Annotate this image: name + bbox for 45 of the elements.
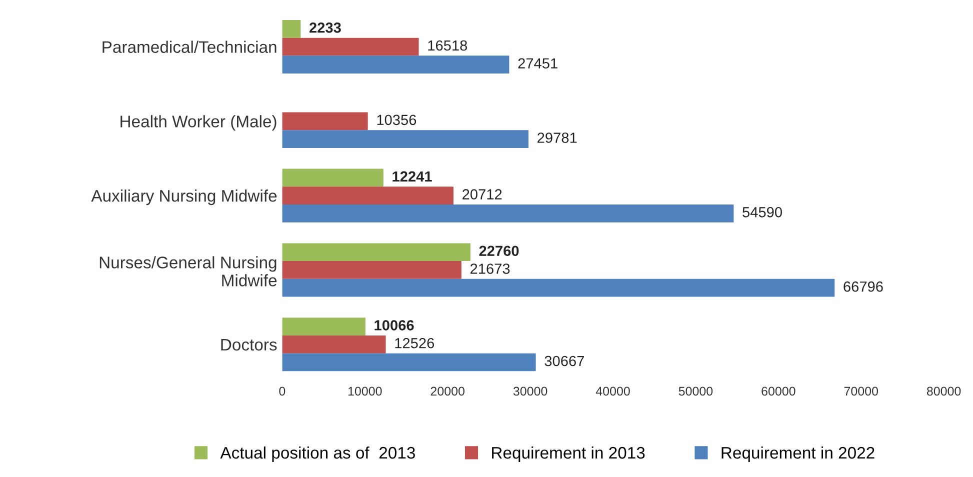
y-tick-label: Auxiliary Nursing Midwife: [91, 190, 277, 206]
legend-label: Requirement in 2022: [722, 446, 874, 462]
bar: [282, 112, 368, 130]
bar: [282, 186, 454, 204]
data-label: 10356: [377, 114, 416, 126]
bar: [282, 168, 384, 187]
y-tick-label: Paramedical/Technician: [102, 40, 276, 53]
data-label: 16518: [428, 40, 468, 51]
data-label: 12241: [392, 171, 432, 182]
bar: [282, 335, 386, 354]
y-tick-label: Nurses/General Nursing Midwife: [100, 256, 277, 286]
data-label: 30667: [544, 356, 584, 366]
y-tick-label: Doctors: [221, 338, 277, 351]
x-tick-label: 0: [279, 386, 286, 396]
data-label: 21673: [470, 264, 510, 274]
x-tick-label: 70000: [844, 386, 878, 396]
bar: [282, 353, 536, 372]
bar: [282, 20, 301, 38]
data-label: 66796: [844, 281, 883, 292]
x-tick-label: 40000: [596, 386, 630, 396]
legend-label: Requirement in 2013: [492, 446, 645, 462]
bar: [282, 56, 510, 74]
x-tick-label: 80000: [926, 386, 961, 396]
data-label: 29781: [538, 132, 577, 143]
data-label: 2233: [309, 22, 341, 33]
x-tick-label: 50000: [678, 386, 713, 396]
data-label: 12526: [395, 338, 434, 348]
data-label: 20712: [462, 189, 502, 200]
bar: [282, 318, 366, 336]
x-tick-label: 60000: [762, 386, 796, 396]
data-label: 54590: [742, 207, 782, 218]
bar: [282, 243, 470, 262]
bar: [282, 130, 528, 148]
y-tick-label: Health Worker (Male): [120, 115, 276, 131]
bar: [282, 204, 734, 222]
x-tick-label: 10000: [348, 386, 382, 396]
x-tick-label: 20000: [430, 386, 464, 396]
data-label: 10066: [374, 320, 414, 330]
bar: [282, 261, 462, 279]
bar: [282, 38, 419, 56]
bar: [282, 278, 835, 297]
legend-label: Actual position as of 2013: [220, 446, 415, 462]
data-label: 22760: [479, 246, 519, 256]
x-tick-label: 30000: [513, 386, 548, 396]
data-label: 27451: [518, 58, 558, 69]
